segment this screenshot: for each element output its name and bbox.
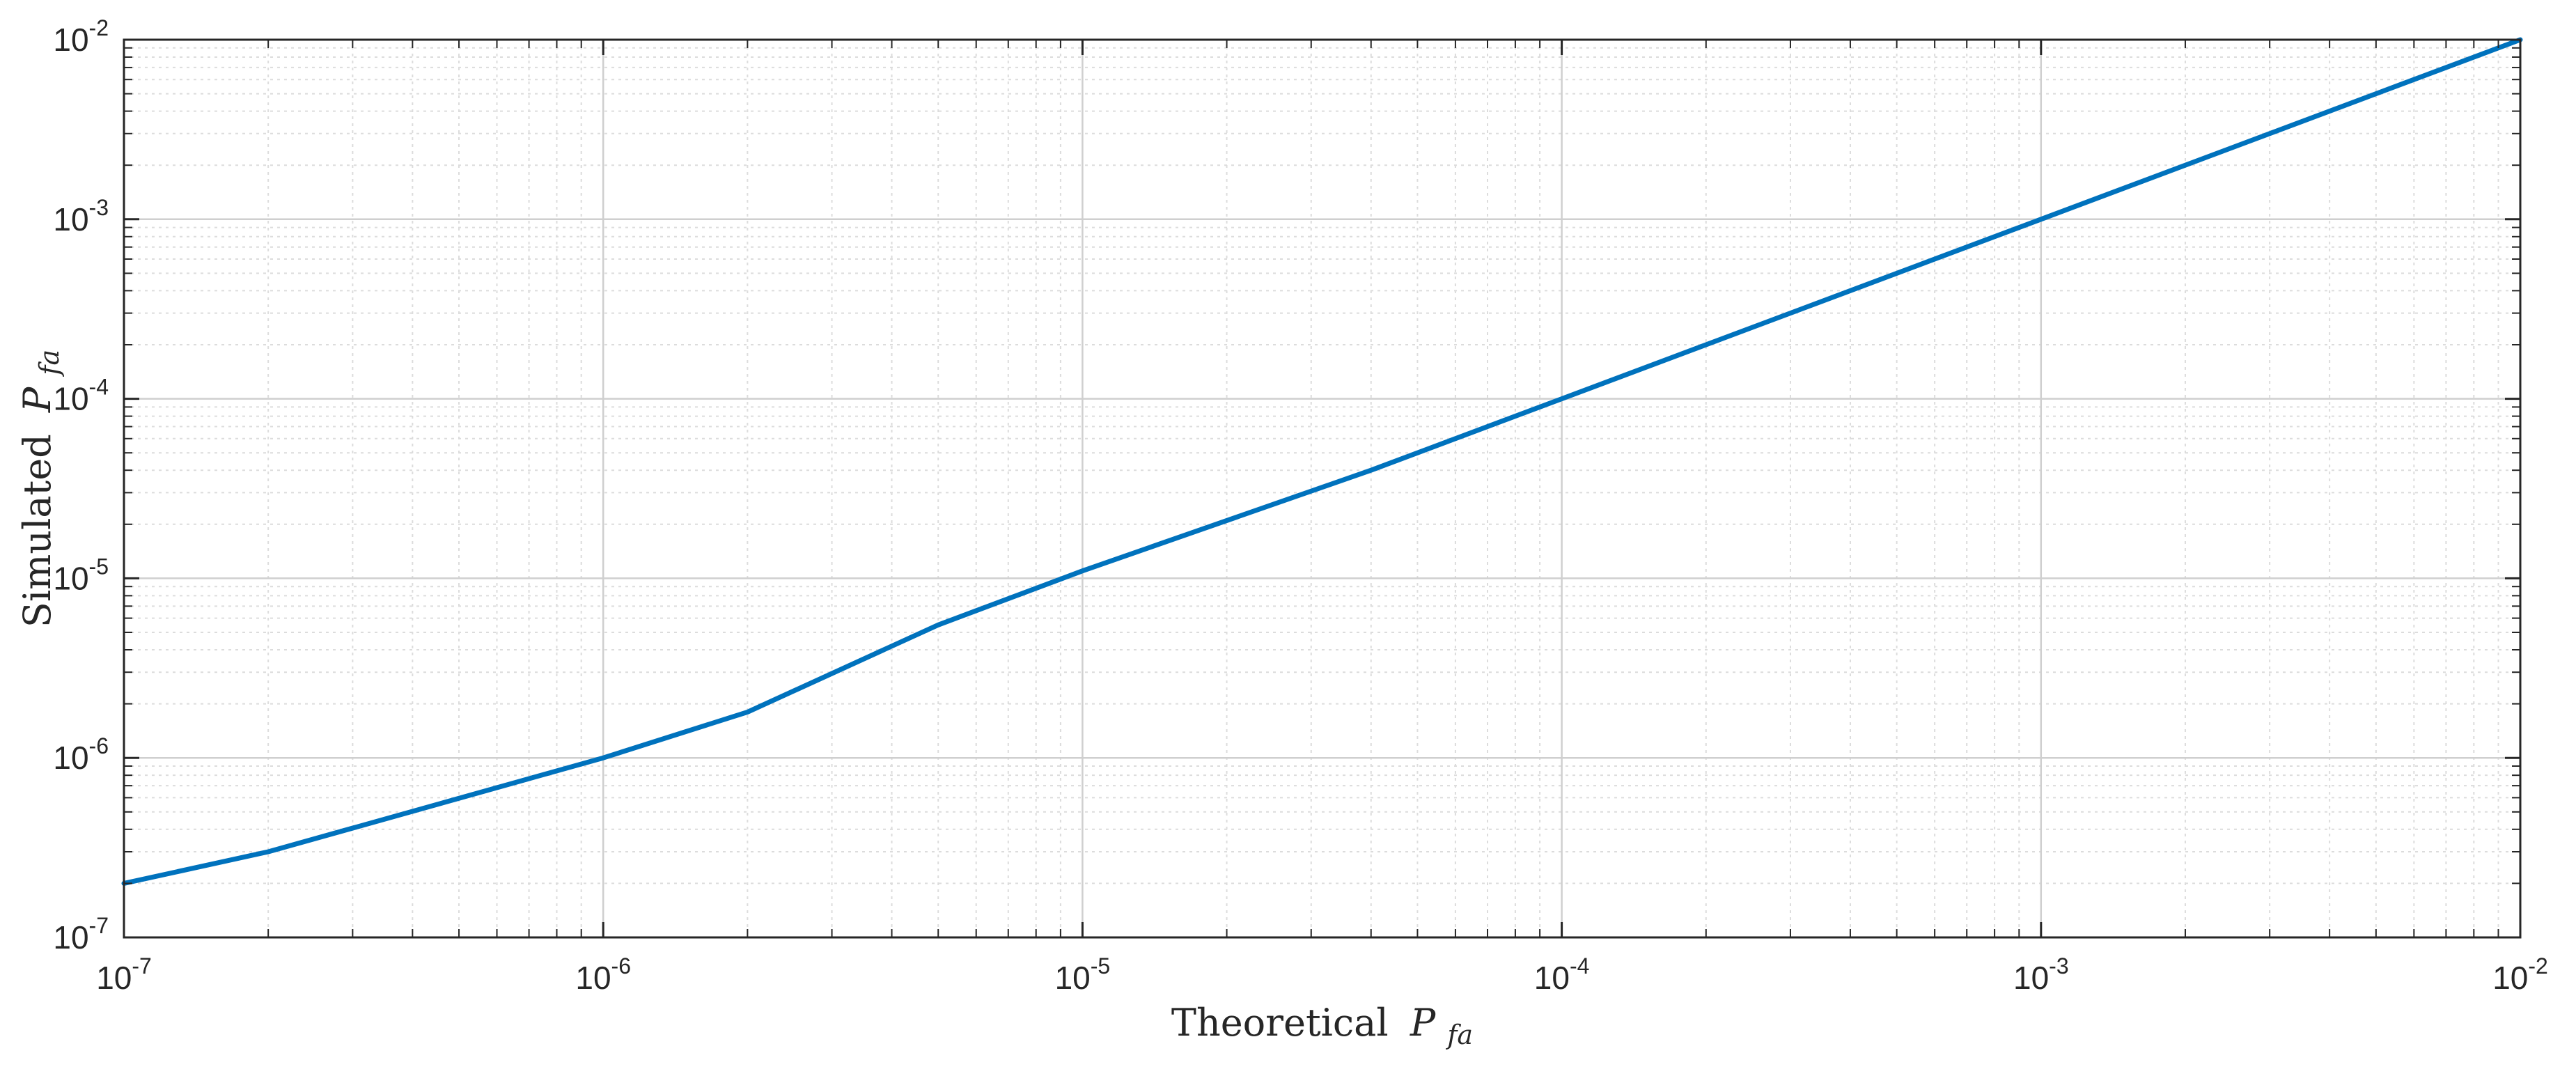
x-tick-label: 10-7 [96,953,152,996]
x-tick-exponent: -4 [1570,953,1589,978]
y-axis-label-text: Simulated [15,434,59,627]
y-axis-label-symbol: P [15,386,59,413]
y-tick-exponent: -7 [89,913,109,938]
x-tick-exponent: -3 [2049,953,2068,978]
series-layer [121,37,2523,886]
y-tick-label: 10-6 [53,733,109,776]
y-tick-exponent: -3 [89,195,109,220]
x-tick-base: 10 [1534,960,1570,996]
y-tick-labels: 10-710-610-510-410-310-2 [53,15,109,956]
y-tick-base: 10 [53,22,88,58]
minor-grid [124,40,2520,937]
plot-frame [123,38,2522,939]
x-tick-base: 10 [2492,960,2528,996]
x-tick-labels: 10-7 10-6 10-5 10-4 10-3 10-2 [96,953,2548,996]
y-tick-label: 10-5 [53,554,109,596]
y-tick-exponent: -6 [89,733,109,758]
x-tick-exponent: -6 [611,953,631,978]
y-tick-label: 10-7 [53,913,109,956]
y-tick-exponent: -4 [89,375,109,400]
x-axis-label: Theoretical P fa [1171,1001,1473,1050]
x-tick-label: 10-3 [2013,953,2069,996]
y-tick-base: 10 [53,201,88,237]
x-tick-base: 10 [2013,960,2049,996]
y-tick-label: 10-3 [53,195,109,237]
y-axis-label: Simulated P fa [15,350,65,627]
x-tick-base: 10 [575,960,611,996]
y-tick-base: 10 [53,381,88,417]
x-tick-label: 10-5 [1055,953,1111,996]
y-tick-base: 10 [53,560,88,596]
y-tick-exponent: -2 [89,15,109,40]
y-tick-label: 10-2 [53,15,109,58]
x-tick-base: 10 [96,960,132,996]
x-tick-label: 10-4 [1534,953,1590,996]
y-tick-exponent: -5 [89,554,109,579]
x-axis-label-subscript: fa [1445,1020,1473,1050]
y-tick-base: 10 [53,919,88,956]
x-axis-label-symbol: P [1410,1001,1437,1045]
x-tick-exponent: -5 [1091,953,1110,978]
x-tick-exponent: -7 [132,953,151,978]
x-tick-base: 10 [1055,960,1091,996]
x-tick-exponent: -2 [2528,953,2547,978]
y-tick-label: 10-4 [53,375,109,417]
x-tick-label: 10-2 [2492,953,2548,996]
y-tick-base: 10 [53,740,88,776]
series-line [121,37,2523,886]
y-axis-label-subscript: fa [34,350,65,377]
x-axis-label-text: Theoretical [1171,1001,1389,1045]
x-tick-label: 10-6 [575,953,631,996]
tick-marks [123,38,2522,939]
